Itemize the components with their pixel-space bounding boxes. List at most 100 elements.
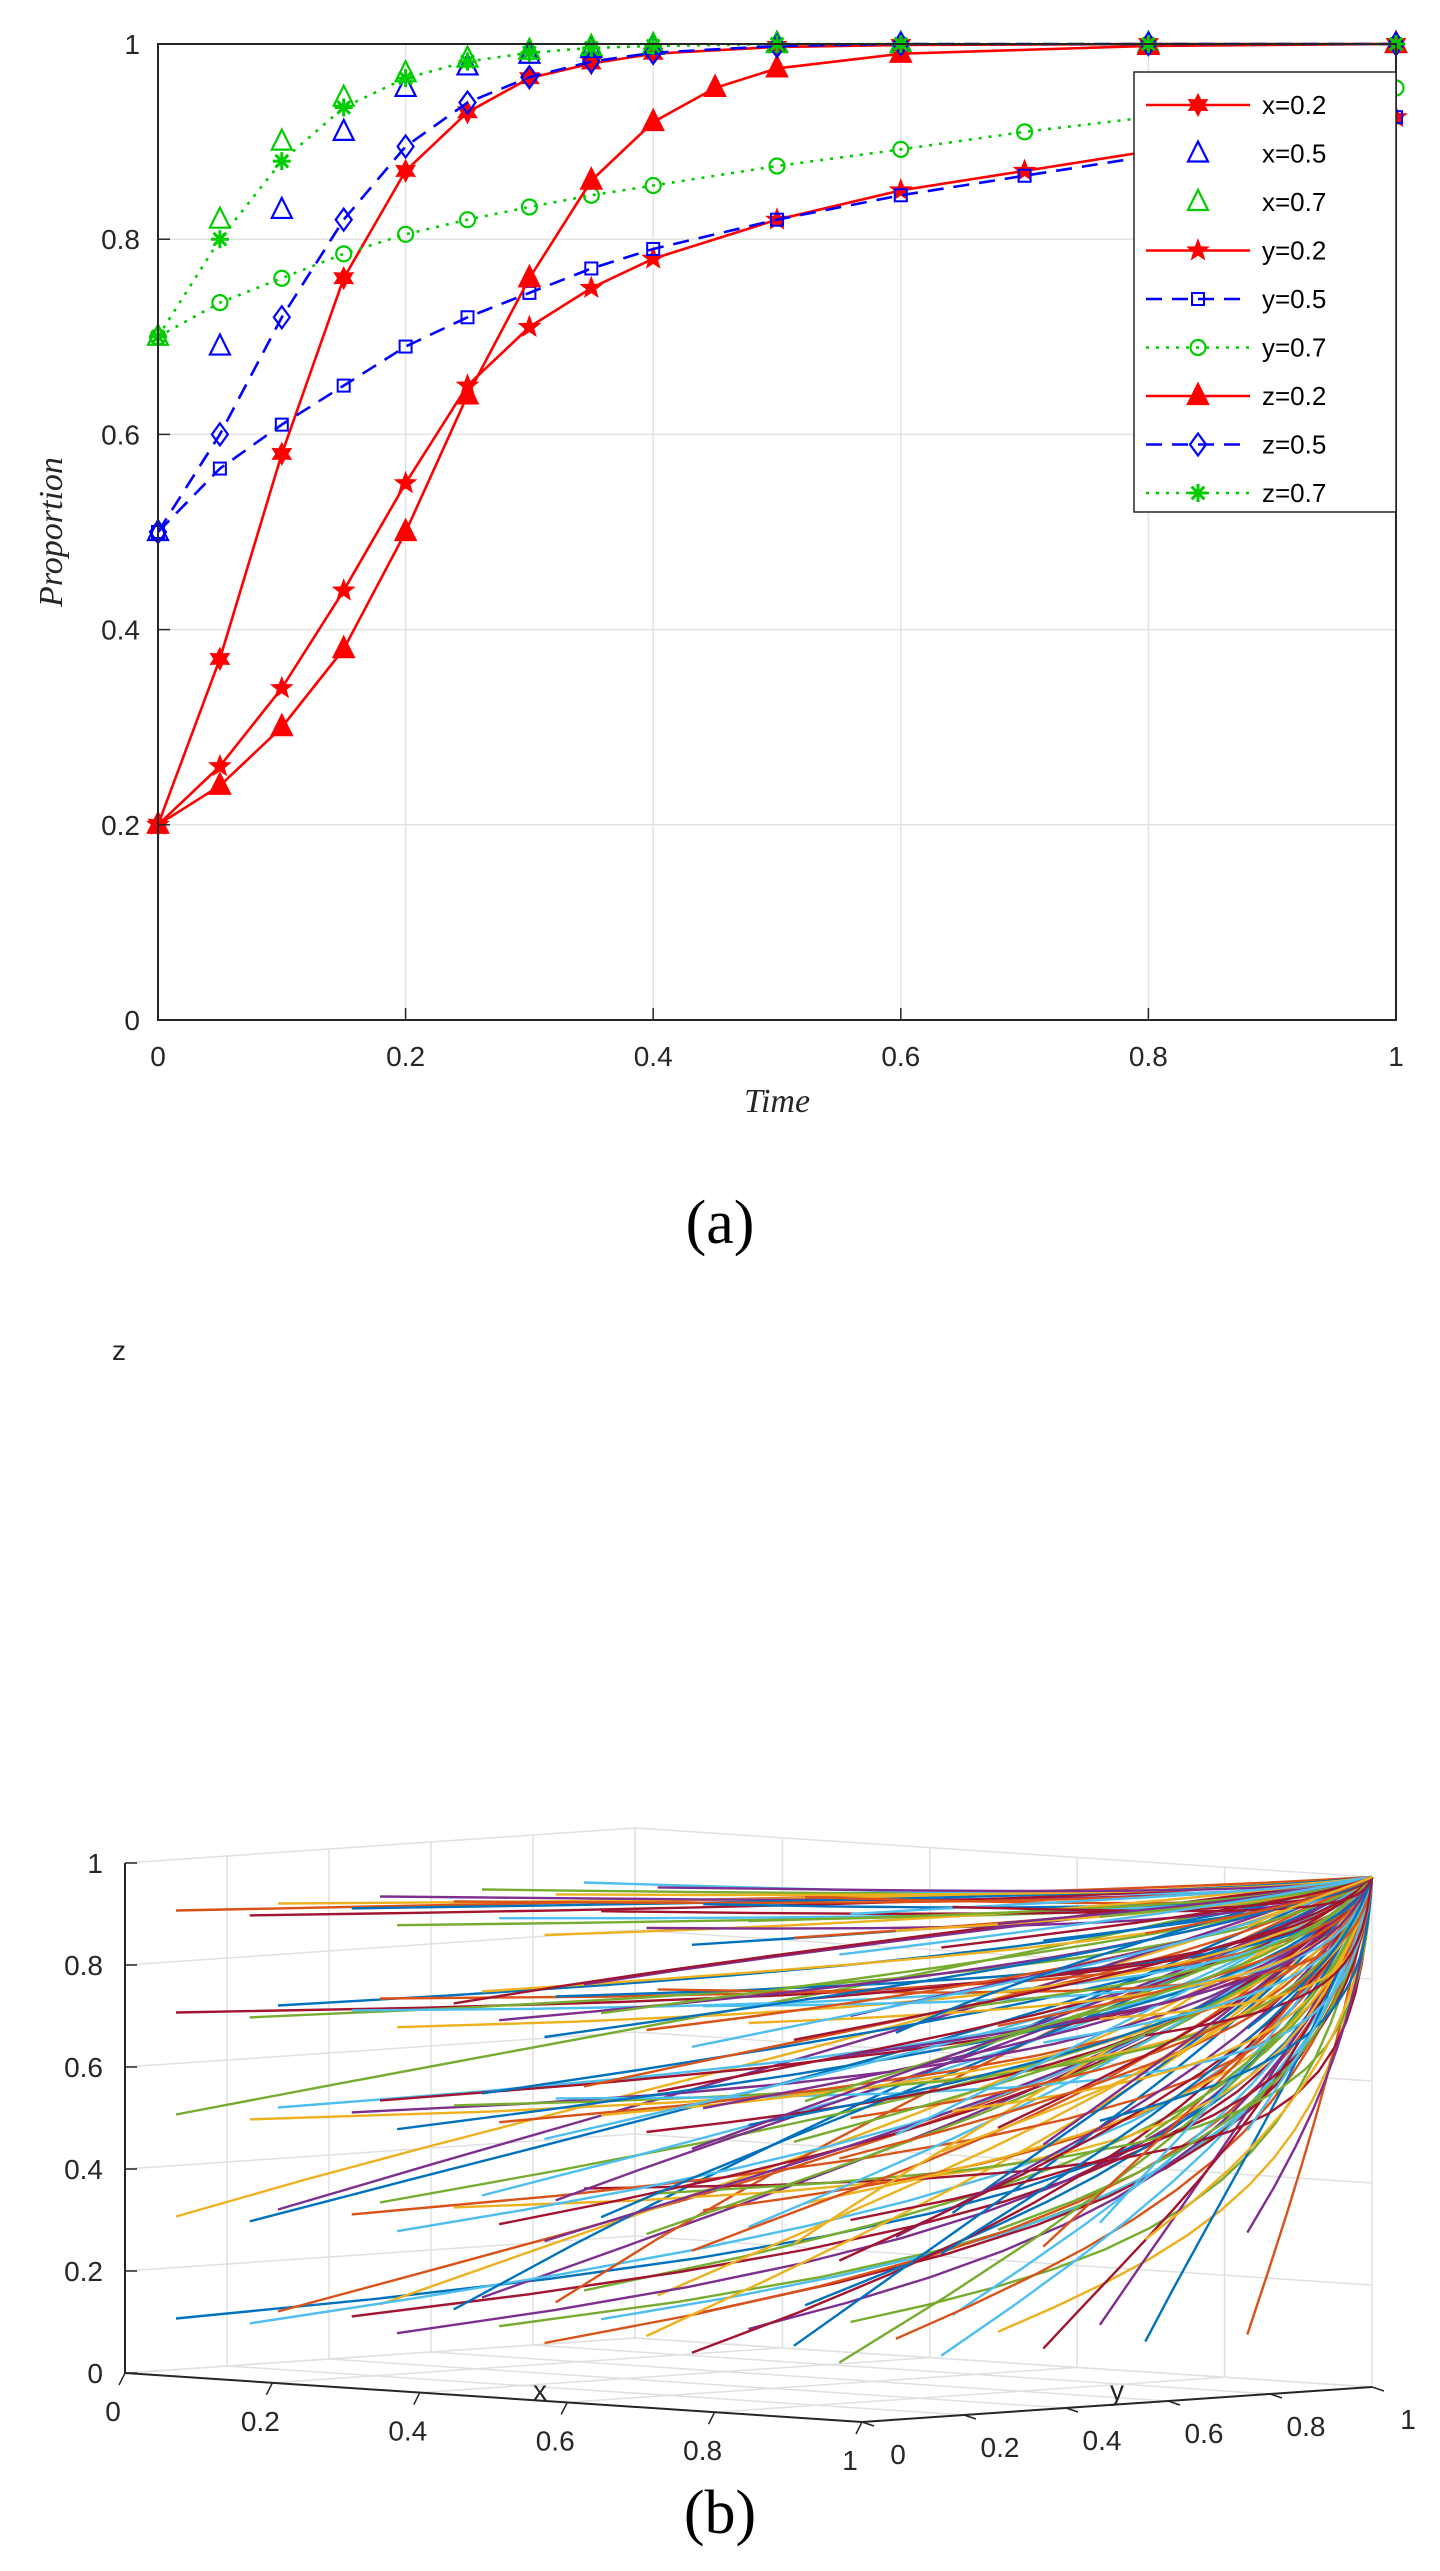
legend-a: x=0.2 x=0.5 x=0.7 y=0.2 y=0.5 y=0.7 z=0.2 z=0.5… xyxy=(1133,71,1397,513)
back-wall-gridline-b xyxy=(634,2031,1373,2082)
data-point-a xyxy=(331,634,356,659)
x-axis-title-a: Time xyxy=(744,1083,810,1120)
data-point-a xyxy=(208,205,232,229)
left-wall-gridline-b xyxy=(124,2235,636,2272)
trajectory-curve-b xyxy=(1246,1876,1374,2030)
ticks-a: 0 0.2 0.4 0.6 0.8 1 0 0.2 0.4 0.6 0.8 1 xyxy=(101,29,1404,1072)
trajectory-curve-b xyxy=(839,1875,1373,1956)
floor-gridline-b xyxy=(714,2376,1225,2413)
data-point-a xyxy=(892,140,910,159)
x-tick-label-a: 0 xyxy=(150,1041,166,1072)
data-point-a xyxy=(333,266,355,291)
x-tick-label-b: 1 xyxy=(842,2445,858,2470)
data-point-a xyxy=(893,188,908,203)
y-axis-title-a: Proportion xyxy=(33,457,70,608)
x-tick-label-a: 0.2 xyxy=(386,1041,425,1072)
data-point-a xyxy=(455,380,480,405)
y-tick-mark-b xyxy=(1065,2407,1079,2413)
back-wall-gridline-b xyxy=(634,1827,1373,1878)
data-point-a xyxy=(396,133,415,160)
legend-entry-a: y=0.7 xyxy=(1146,333,1326,363)
data-point-a xyxy=(210,421,230,448)
floor-gridline-b xyxy=(532,2344,1271,2395)
data-point-a xyxy=(395,158,417,183)
data-point-a xyxy=(579,275,604,299)
data-point-a xyxy=(272,304,292,331)
chart-b: 0 0.2 0.4 0.6 0.8 1 0 0.2 0.4 0.6 0.8 1 0 0.2 0.4 0.6 0.… xyxy=(64,1335,1416,2470)
legend-label-a: x=0.7 xyxy=(1262,187,1326,217)
data-point-a xyxy=(335,245,353,263)
y-tick-mark-b xyxy=(861,2421,875,2427)
z-tick-label-b: 0.6 xyxy=(64,2052,103,2083)
x-tick-label-a: 0.4 xyxy=(634,1041,673,1072)
legend-label-a: z=0.2 xyxy=(1262,381,1326,411)
data-point-a xyxy=(517,314,542,338)
y-tick-mark-b xyxy=(1371,2386,1385,2392)
data-point-a xyxy=(458,211,477,229)
data-point-a xyxy=(270,195,294,220)
legend-marker-a xyxy=(1187,92,1209,118)
ticks-b: 0 0.2 0.4 0.6 0.8 1 0 0.2 0.4 0.6 0.8 1 0 0.2 0.4 0.6 0.… xyxy=(64,1848,1416,2470)
legend-entry-a: x=0.2 xyxy=(1146,90,1326,120)
y-tick-mark-b xyxy=(963,2414,977,2420)
data-point-a xyxy=(393,73,418,98)
data-point-a xyxy=(767,33,787,59)
legend-label-a: y=0.2 xyxy=(1262,236,1326,266)
legend-entry-a: z=0.2 xyxy=(1146,381,1326,411)
x-axis-title-b: x xyxy=(533,2375,547,2406)
data-point-a xyxy=(584,261,599,276)
floor-gridline-b xyxy=(328,2358,1067,2409)
legend-entry-a: y=0.2 xyxy=(1146,236,1326,266)
data-point-a xyxy=(770,212,784,227)
chart-a: 0 0.2 0.4 0.6 0.8 1 0 0.2 0.4 0.6 0.8 1 Time Propor… xyxy=(33,29,1408,1120)
x-tick-label-a: 0.8 xyxy=(1129,1041,1168,1072)
y-tick-label-a: 0 xyxy=(124,1005,140,1036)
axes-b xyxy=(124,1863,1373,2423)
data-point-a xyxy=(208,753,232,777)
data-point-a xyxy=(397,225,415,243)
x-tick-label-b: 0.2 xyxy=(241,2406,280,2437)
trajectory-curve-b xyxy=(657,1876,1374,1994)
legend-entry-a: y=0.5 xyxy=(1146,284,1326,314)
data-point-a xyxy=(644,36,663,55)
legend-marker-a xyxy=(1189,484,1207,502)
y-tick-label-a: 0.2 xyxy=(101,810,140,841)
data-point-a xyxy=(582,38,601,57)
data-point-a xyxy=(580,51,602,76)
trajectory-curve-b xyxy=(850,1875,1373,1916)
data-point-a xyxy=(768,157,786,175)
trajectories-b xyxy=(175,1875,1374,2364)
z-axis-title-b: z xyxy=(112,1335,126,1366)
series-line-a xyxy=(157,115,1397,533)
z-tick-label-b: 0.4 xyxy=(64,2154,103,2185)
data-point-a xyxy=(646,241,661,256)
data-point-a xyxy=(643,39,663,66)
y-tick-label-b: 0.2 xyxy=(981,2432,1020,2463)
data-point-a xyxy=(398,339,413,354)
legend-marker-a xyxy=(1191,292,1205,306)
legend-label-a: z=0.5 xyxy=(1262,430,1326,460)
data-point-a xyxy=(210,230,229,249)
y-tick-mark-b xyxy=(1269,2393,1283,2399)
data-point-a xyxy=(765,53,789,78)
data-point-a xyxy=(270,712,294,737)
floor-gridline-b xyxy=(567,2366,1078,2404)
x-tick-mark-b xyxy=(118,2372,126,2386)
series-line-a xyxy=(157,42,1397,826)
legend-label-a: x=0.2 xyxy=(1262,90,1326,120)
data-point-a xyxy=(1017,168,1032,183)
data-point-a xyxy=(1015,123,1034,141)
legend-label-a: x=0.5 xyxy=(1262,139,1326,169)
legend-label-a: y=0.7 xyxy=(1262,333,1326,363)
x-tick-label-a: 0.6 xyxy=(881,1041,920,1072)
legend-entry-a: x=0.7 xyxy=(1186,187,1326,217)
panel-label-b: (b) xyxy=(683,2479,757,2547)
z-tick-label-b: 0.2 xyxy=(64,2256,103,2287)
legend-entry-a: x=0.5 xyxy=(1186,139,1326,169)
data-point-a xyxy=(269,675,294,699)
data-point-a xyxy=(520,198,539,216)
data-point-a xyxy=(641,107,665,132)
x-tick-mark-b xyxy=(413,2392,421,2405)
y-axis-title-b: y xyxy=(1110,2375,1124,2406)
left-wall-gridline-b xyxy=(124,2031,636,2068)
